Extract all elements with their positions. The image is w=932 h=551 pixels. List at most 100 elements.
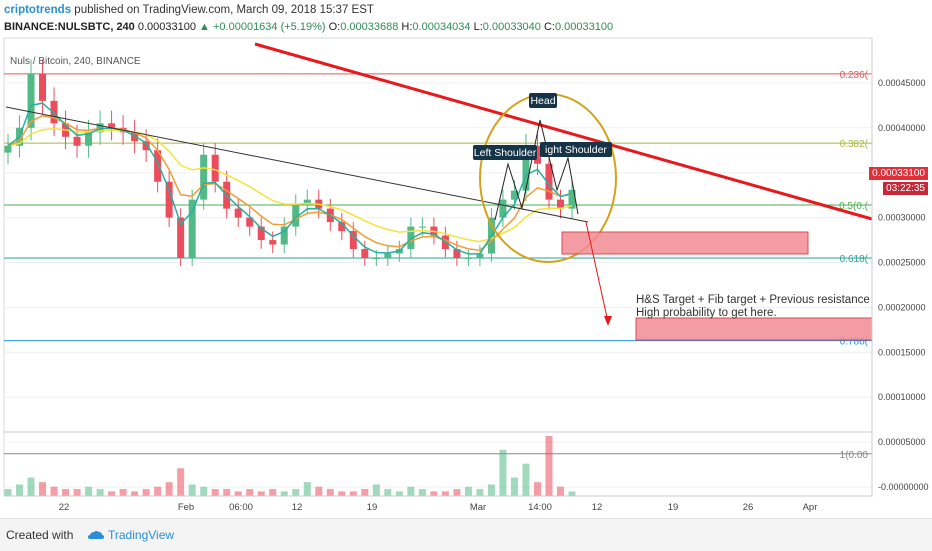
- fib-label: 0.5(0.(: [839, 201, 869, 212]
- candle-body: [177, 217, 185, 259]
- x-tick-label: 12: [592, 502, 603, 513]
- x-tick-label: 12: [292, 502, 303, 513]
- candle-body: [522, 145, 530, 191]
- chart-grid: [3, 37, 873, 497]
- y-tick-label: 0.00025000: [878, 258, 926, 268]
- candle-body: [499, 199, 507, 218]
- candle-body: [165, 181, 173, 218]
- candle-body: [4, 145, 12, 153]
- fib-label: 0.786(: [840, 337, 869, 348]
- candle-body: [418, 226, 426, 228]
- symbol: BINANCE:NULSBTC, 240: [4, 21, 135, 33]
- volume-bar: [50, 486, 58, 496]
- candle-body: [234, 208, 242, 218]
- head-label-text: Head: [530, 95, 555, 107]
- volume-bar: [395, 491, 403, 496]
- fib-label: 0.236(: [840, 70, 869, 81]
- fib-label: 0.382(: [840, 139, 869, 150]
- bar-countdown: 03:22:35: [883, 182, 928, 195]
- y-tick-label: 0.00045000: [878, 78, 926, 88]
- volume-bars: [4, 436, 576, 496]
- annotations: Head Left Shoulder ight Shoulder H&S Target…: [5, 42, 873, 341]
- y-tick-label: 0.00030000: [878, 213, 926, 223]
- volume-bar: [223, 489, 231, 496]
- candle-body: [188, 199, 196, 259]
- y-tick-label: 0.00010000: [878, 392, 926, 402]
- open-label: O:: [328, 21, 341, 33]
- volume-bar: [246, 489, 254, 496]
- volume-bar: [372, 484, 380, 496]
- volume-bar: [73, 489, 81, 496]
- y-tick-label: 0.00005000: [878, 437, 926, 447]
- tradingview-logo[interactable]: TradingView: [88, 528, 174, 542]
- candle-body: [361, 249, 369, 259]
- candle-body: [50, 100, 58, 124]
- candle-body: [568, 189, 576, 209]
- candle-body: [211, 154, 219, 182]
- candle-body: [303, 199, 311, 205]
- volume-bar: [338, 491, 346, 496]
- x-tick-label: 22: [59, 502, 70, 513]
- volume-bar: [556, 486, 564, 496]
- candle-body: [556, 199, 564, 209]
- up-arrow-icon: ▲: [199, 21, 210, 33]
- left-shoulder-label: Left Shoulder: [473, 145, 537, 160]
- high-label: H:: [401, 21, 413, 33]
- target-note-line2: High probability to get here.: [636, 307, 777, 319]
- resistance-zone: [561, 231, 809, 255]
- volume-bar: [476, 489, 484, 496]
- y-tick-label: 0.00015000: [878, 347, 926, 357]
- candle-body: [142, 141, 150, 151]
- candle-body: [27, 73, 35, 128]
- volume-bar: [303, 482, 311, 496]
- volume-bar: [177, 468, 185, 496]
- tradingview-brand: TradingView: [108, 528, 175, 542]
- candle-body: [280, 226, 288, 245]
- candle-body: [476, 253, 484, 259]
- created-with-text: Created with: [6, 528, 74, 542]
- volume-bar: [4, 489, 12, 496]
- volume-bar: [200, 486, 208, 496]
- volume-bar: [407, 486, 415, 496]
- volume-bar: [533, 482, 541, 496]
- head-label-bg: [529, 93, 557, 108]
- volume-bar: [441, 491, 449, 496]
- target-arrow-line: [585, 221, 609, 323]
- fib-label: 1(0.00: [840, 450, 869, 461]
- volume-bar: [119, 489, 127, 496]
- chart-legend: Nuls / Bitcoin, 240, BINANCE: [10, 56, 141, 67]
- ema-slow: [7, 128, 573, 243]
- open-value: 0.00033688: [340, 21, 399, 33]
- volume-bar: [39, 482, 47, 496]
- volume-bar: [522, 463, 530, 496]
- x-tick-label: Mar: [470, 502, 486, 513]
- volume-bar: [430, 491, 438, 496]
- y-tick-label: -0.00000000: [878, 482, 929, 492]
- target-arrow-head: [604, 316, 612, 326]
- low-label: L:: [473, 21, 483, 33]
- volume-bar: [292, 489, 300, 496]
- author-name[interactable]: criptotrends: [4, 4, 72, 16]
- volume-bar: [27, 477, 35, 496]
- candle-body: [108, 123, 116, 128]
- hs-outline: [494, 119, 579, 221]
- price-chart[interactable]: 0.236(0.382(0.5(0.(0.618(0.786(1(0.00 He…: [0, 0, 932, 518]
- volume-bar: [545, 436, 553, 496]
- footer-bar: Created with TradingView: [0, 518, 932, 551]
- candle-body: [384, 253, 392, 259]
- volume-bar: [326, 489, 334, 496]
- volume-bar: [257, 491, 265, 496]
- candle-body: [372, 258, 380, 260]
- high-value: 0.00034034: [412, 21, 471, 33]
- volume-bar: [234, 491, 242, 496]
- close-value: 0.00033100: [554, 21, 614, 33]
- volume-bar: [453, 489, 461, 496]
- x-tick-label: Feb: [178, 502, 194, 513]
- volume-bar: [315, 486, 323, 496]
- volume-bar: [108, 491, 116, 496]
- price-axis: 0.000450000.000400000.000350000.00030000…: [871, 38, 929, 496]
- candle-body: [39, 73, 47, 101]
- publish-info: published on TradingView.com, March 09, …: [74, 4, 374, 16]
- resistance-trendline: [254, 42, 873, 221]
- candle-body: [269, 240, 277, 245]
